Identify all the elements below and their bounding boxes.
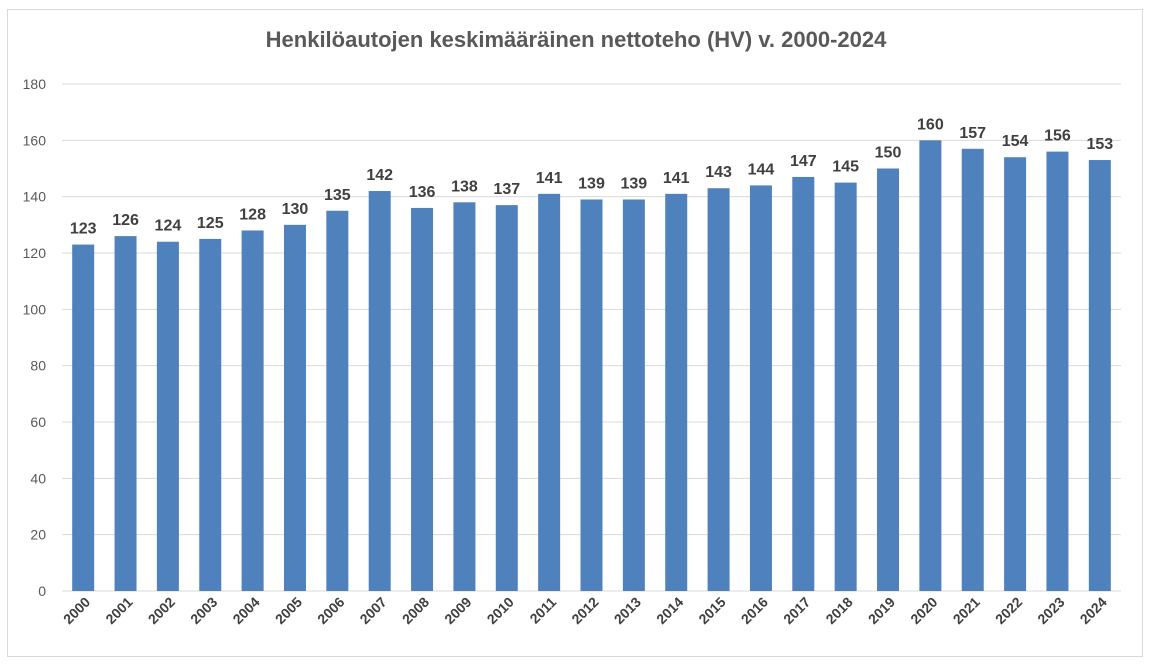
bar-2015 <box>707 188 730 591</box>
x-tick-label-2000: 2000 <box>60 594 93 627</box>
data-label-2023: 156 <box>1044 128 1071 145</box>
x-tick-label-2009: 2009 <box>441 594 474 627</box>
bar-2019 <box>877 168 900 591</box>
bar-2007 <box>368 191 391 592</box>
x-tick-label-2001: 2001 <box>102 594 135 627</box>
bar-2014 <box>665 193 688 591</box>
data-label-2017: 147 <box>790 153 817 170</box>
x-tick-label-2023: 2023 <box>1034 594 1067 627</box>
bar-2003 <box>199 238 222 591</box>
x-tick-label-2006: 2006 <box>314 594 347 627</box>
bar-2024 <box>1088 160 1111 592</box>
bar-2022 <box>1004 157 1027 591</box>
y-tick-label: 40 <box>30 470 46 486</box>
bar-2008 <box>411 207 434 591</box>
data-label-2006: 135 <box>324 187 351 204</box>
data-label-2014: 141 <box>663 170 690 187</box>
data-label-2002: 124 <box>155 218 182 235</box>
x-tick-label-2012: 2012 <box>568 594 601 627</box>
bars <box>72 140 1111 592</box>
y-tick-label: 160 <box>23 132 47 148</box>
x-tick-label-2007: 2007 <box>356 594 389 627</box>
x-tick-label-2020: 2020 <box>907 594 940 627</box>
bar-2023 <box>1046 151 1069 591</box>
x-tick-label-2017: 2017 <box>780 594 813 627</box>
data-label-2022: 154 <box>1002 133 1029 150</box>
bar-2021 <box>961 148 984 592</box>
chart-frame <box>7 9 1143 657</box>
y-axis: 0 20 40 60 80 100 120 140 160 180 <box>23 76 47 599</box>
x-tick-label-2019: 2019 <box>865 594 898 627</box>
y-tick-label: 100 <box>23 301 47 317</box>
data-label-2013: 139 <box>621 175 648 192</box>
y-tick-label: 60 <box>30 414 46 430</box>
x-tick-label-2021: 2021 <box>950 594 983 627</box>
data-label-2024: 153 <box>1086 136 1113 153</box>
data-label-2019: 150 <box>875 145 902 162</box>
bar-2006 <box>326 210 349 591</box>
x-axis: 2000 2001 2002 2003 2004 2005 2006 2007 2008 2009… <box>60 594 1110 627</box>
x-tick-label-2011: 2011 <box>526 594 559 627</box>
x-tick-label-2024: 2024 <box>1077 594 1110 627</box>
data-label-2011: 141 <box>536 170 563 187</box>
data-label-2000: 123 <box>70 221 97 238</box>
bar-2016 <box>749 185 772 591</box>
bar-2020 <box>919 140 942 592</box>
x-tick-label-2004: 2004 <box>229 594 262 627</box>
y-tick-label: 80 <box>30 358 46 374</box>
x-tick-label-2016: 2016 <box>738 594 771 627</box>
bar-2002 <box>156 241 179 591</box>
data-label-2001: 126 <box>112 212 139 229</box>
bar-2001 <box>114 236 137 591</box>
y-tick-label: 140 <box>23 189 47 205</box>
x-tick-label-2014: 2014 <box>653 594 686 627</box>
data-label-2018: 145 <box>832 159 859 176</box>
x-tick-label-2002: 2002 <box>145 594 178 627</box>
data-labels: 123 126 124 125 128 130 135 142 136 138 137 141 139 1… <box>70 116 1113 237</box>
data-label-2008: 136 <box>409 184 436 201</box>
data-label-2004: 128 <box>239 206 266 223</box>
data-label-2021: 157 <box>959 125 986 142</box>
data-label-2005: 130 <box>282 201 309 218</box>
x-tick-label-2013: 2013 <box>611 594 644 627</box>
bar-2000 <box>72 244 95 592</box>
x-tick-label-2010: 2010 <box>484 594 517 627</box>
bar-2011 <box>538 193 561 591</box>
x-tick-label-2015: 2015 <box>695 594 728 627</box>
y-tick-label: 20 <box>30 527 46 543</box>
bar-2010 <box>495 205 518 591</box>
data-label-2015: 143 <box>705 164 732 181</box>
bar-2012 <box>580 199 603 591</box>
data-label-2009: 138 <box>451 178 478 195</box>
bar-2004 <box>241 230 264 591</box>
chart-title: Henkilöautojen keskimääräinen nettoteho … <box>265 27 887 52</box>
data-label-2007: 142 <box>366 167 393 184</box>
y-tick-label: 180 <box>23 76 47 92</box>
x-tick-label-2008: 2008 <box>399 594 432 627</box>
data-label-2003: 125 <box>197 215 224 232</box>
y-tick-label: 120 <box>23 245 47 261</box>
data-label-2010: 137 <box>493 181 520 198</box>
x-tick-label-2003: 2003 <box>187 594 220 627</box>
x-tick-label-2022: 2022 <box>992 594 1025 627</box>
bar-2013 <box>622 199 645 591</box>
bar-2009 <box>453 202 476 592</box>
x-tick-label-2005: 2005 <box>272 594 305 627</box>
y-tick-label: 0 <box>38 583 46 599</box>
bar-2017 <box>792 176 815 591</box>
data-label-2016: 144 <box>748 161 775 178</box>
data-label-2012: 139 <box>578 175 605 192</box>
x-tick-label-2018: 2018 <box>822 594 855 627</box>
bar-2005 <box>283 224 306 592</box>
bar-2018 <box>834 182 857 592</box>
data-label-2020: 160 <box>917 116 944 133</box>
